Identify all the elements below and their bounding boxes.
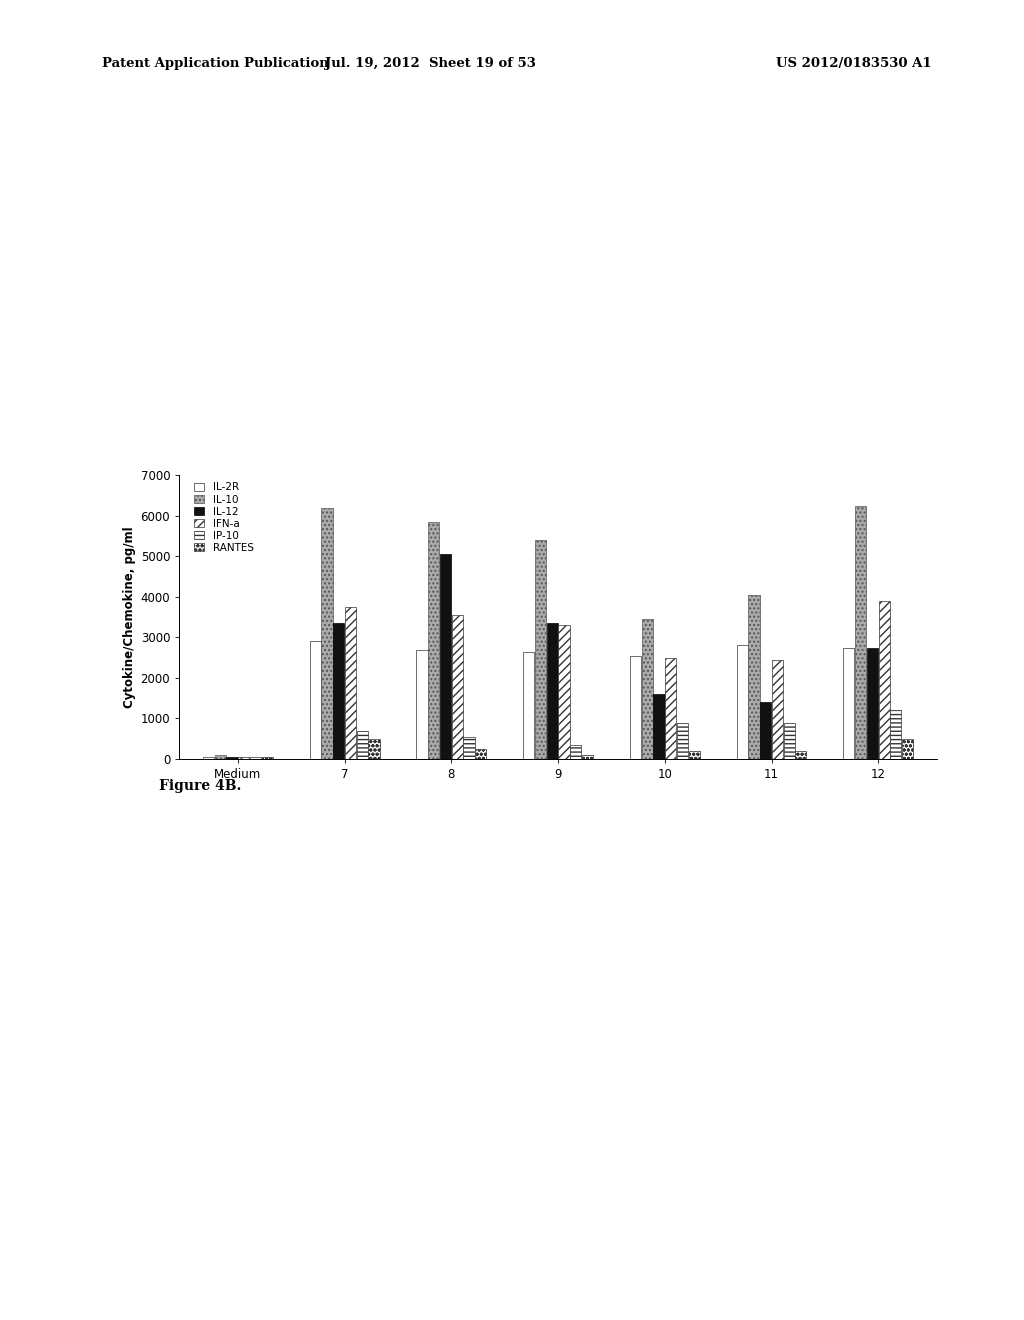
Bar xyxy=(642,619,652,759)
Bar xyxy=(736,645,748,759)
Bar xyxy=(547,623,558,759)
Bar xyxy=(630,656,641,759)
Text: Patent Application Publication: Patent Application Publication xyxy=(102,57,329,70)
Bar xyxy=(369,739,380,759)
Bar xyxy=(523,652,535,759)
Bar xyxy=(666,657,676,759)
Bar xyxy=(333,623,344,759)
Bar xyxy=(570,744,582,759)
Bar xyxy=(309,642,321,759)
Bar xyxy=(760,702,771,759)
Bar xyxy=(417,649,428,759)
Bar xyxy=(688,751,699,759)
Bar xyxy=(796,751,807,759)
Bar xyxy=(322,508,333,759)
Bar xyxy=(226,756,238,759)
Bar xyxy=(440,554,451,759)
Bar xyxy=(464,737,474,759)
Bar xyxy=(902,739,913,759)
Bar xyxy=(558,626,569,759)
Legend: IL-2R, IL-10, IL-12, IFN-a, IP-10, RANTES: IL-2R, IL-10, IL-12, IFN-a, IP-10, RANTE… xyxy=(191,480,256,554)
Text: US 2012/0183530 A1: US 2012/0183530 A1 xyxy=(776,57,932,70)
Bar xyxy=(855,506,866,759)
Bar xyxy=(890,710,901,759)
Text: Figure 4B.: Figure 4B. xyxy=(159,779,241,793)
Bar xyxy=(345,607,356,759)
Bar xyxy=(783,722,795,759)
Bar xyxy=(250,756,261,759)
Bar xyxy=(582,755,593,759)
Bar xyxy=(475,748,486,759)
Bar xyxy=(535,540,546,759)
Bar xyxy=(203,756,214,759)
Bar xyxy=(749,595,760,759)
Y-axis label: Cytokine/Chemokine, pg/ml: Cytokine/Chemokine, pg/ml xyxy=(123,527,136,708)
Bar xyxy=(879,601,890,759)
Bar xyxy=(452,615,463,759)
Bar xyxy=(428,521,439,759)
Bar xyxy=(677,722,688,759)
Bar xyxy=(844,648,854,759)
Bar xyxy=(866,648,878,759)
Bar xyxy=(356,731,368,759)
Bar xyxy=(262,756,272,759)
Bar xyxy=(653,694,665,759)
Bar xyxy=(772,660,783,759)
Bar xyxy=(239,756,250,759)
Text: Jul. 19, 2012  Sheet 19 of 53: Jul. 19, 2012 Sheet 19 of 53 xyxy=(325,57,536,70)
Bar xyxy=(215,755,226,759)
